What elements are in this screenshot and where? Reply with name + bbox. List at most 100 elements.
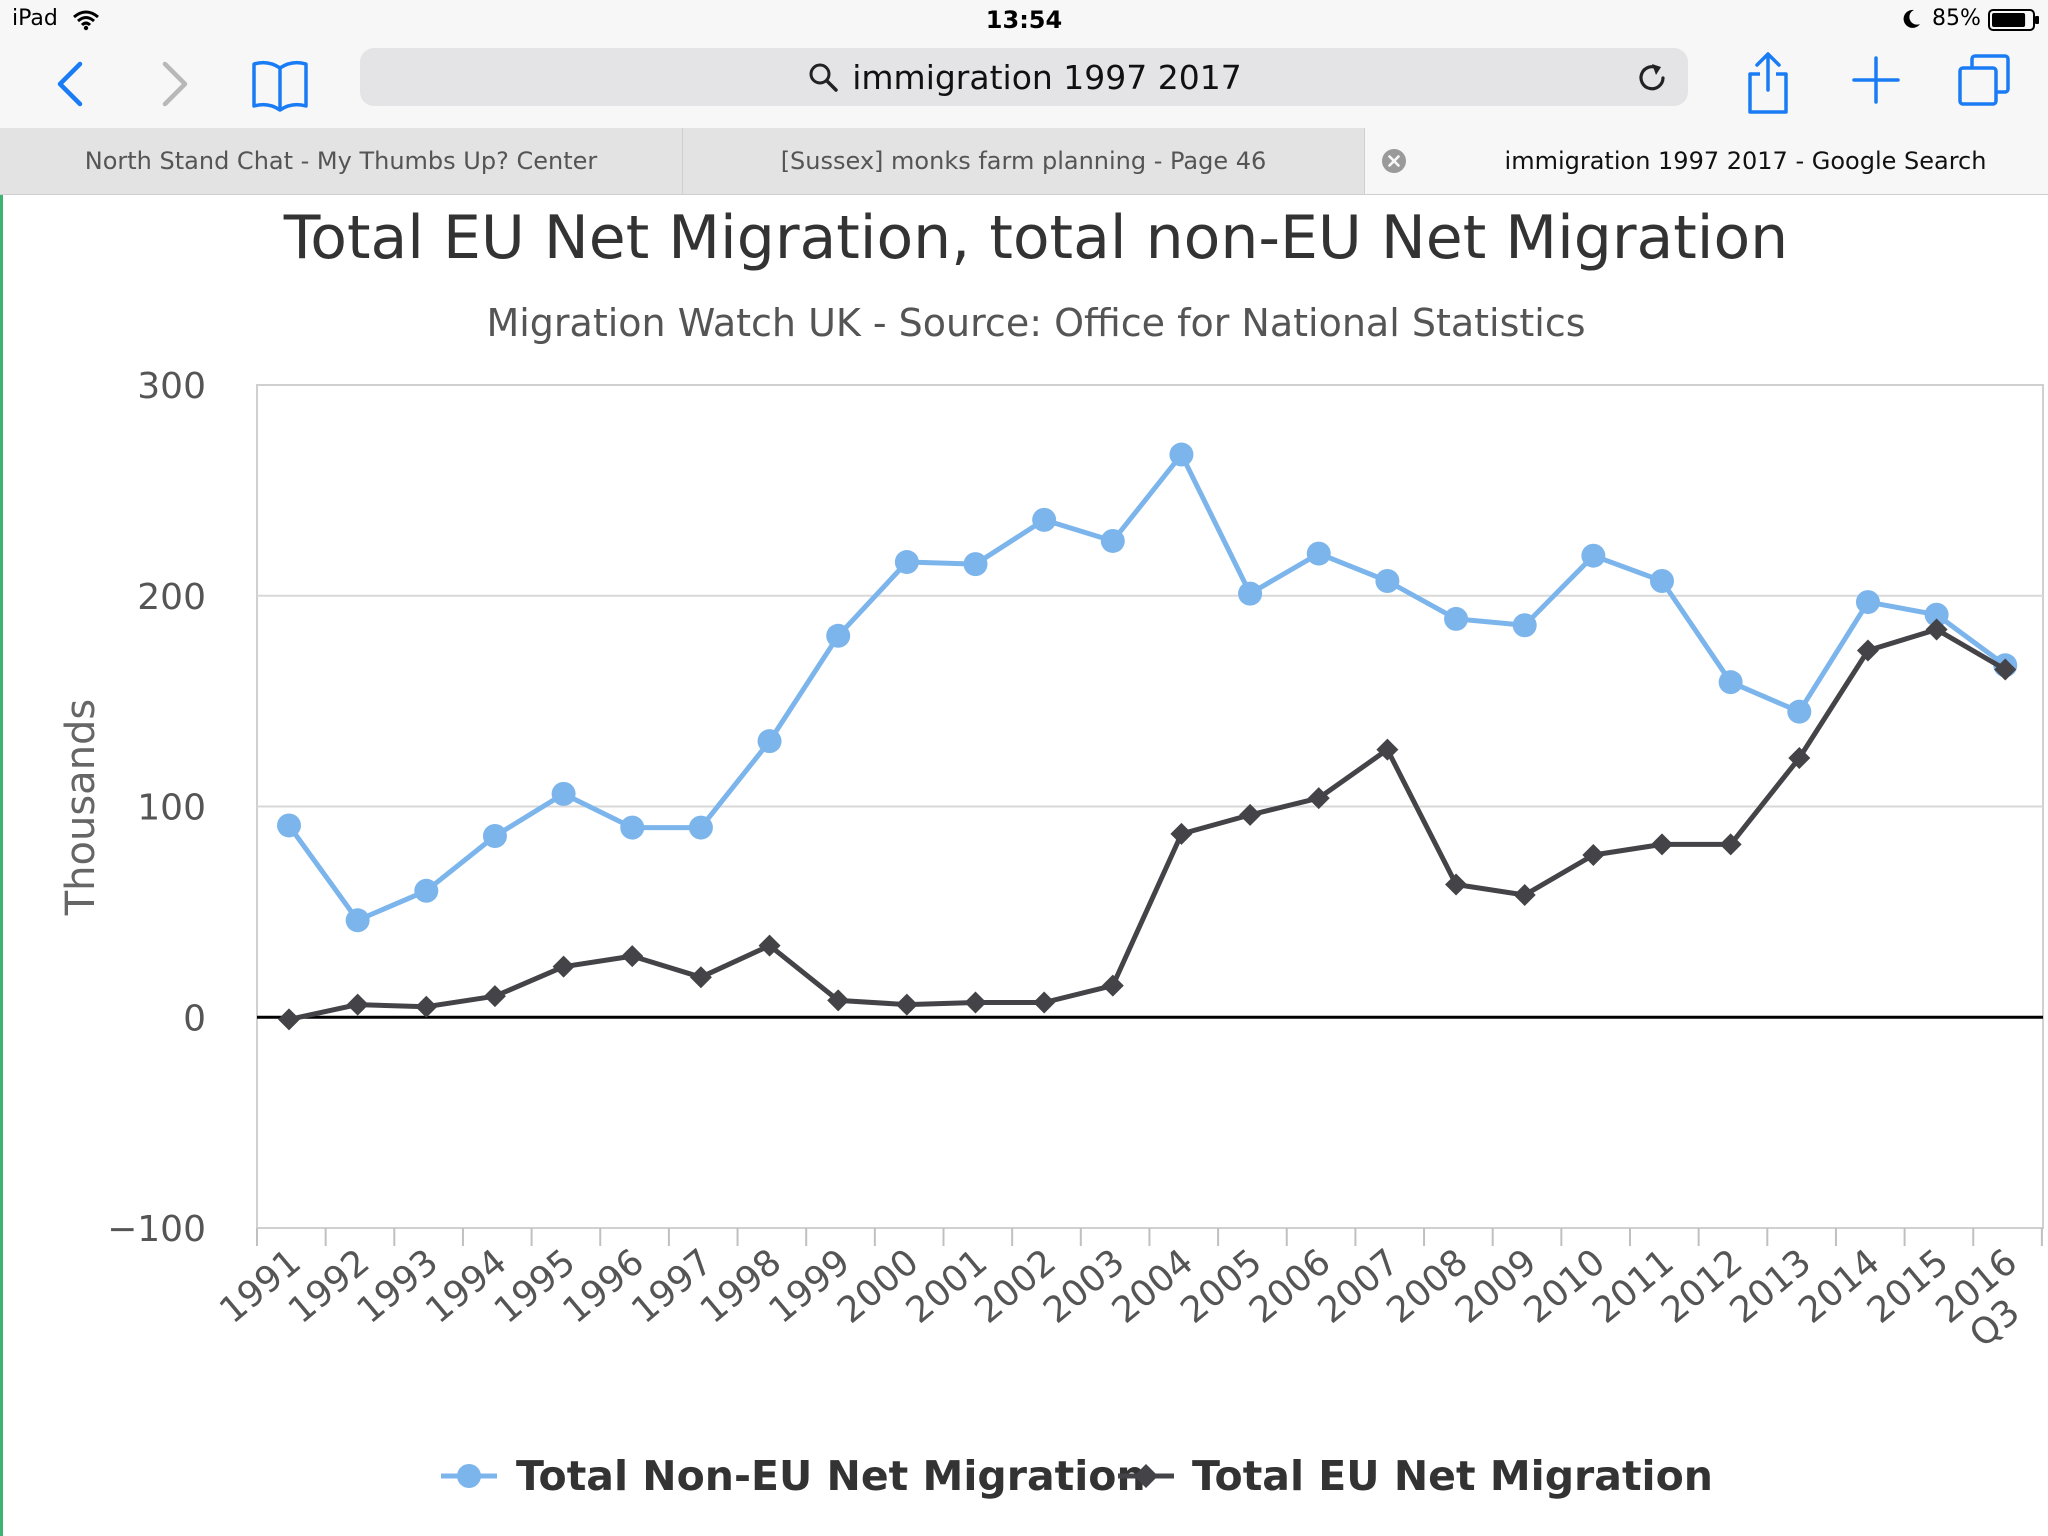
- address-text: immigration 1997 2017: [852, 57, 1242, 97]
- forward-icon[interactable]: [155, 58, 195, 110]
- legend-label-eu: Total EU Net Migration: [1192, 1452, 1713, 1500]
- x-tick-label: 2015: [1860, 1241, 1957, 1331]
- series-layer: [277, 442, 2018, 1031]
- x-tick-label: 1995: [487, 1241, 584, 1331]
- x-tick-label: 2009: [1448, 1241, 1545, 1331]
- y-axis-ticks: 300 200 100 0 −100: [107, 366, 206, 1250]
- data-point-non-eu: [1924, 602, 1949, 627]
- search-icon: [809, 63, 838, 92]
- x-tick-label: 2003: [1036, 1241, 1133, 1331]
- x-tick-label: 2013: [1723, 1241, 1820, 1331]
- reload-icon[interactable]: [1634, 60, 1670, 96]
- page-content: [0, 195, 2048, 1536]
- status-time: 13:54: [985, 6, 1063, 34]
- legend-label-non-eu: Total Non-EU Net Migration: [516, 1452, 1146, 1500]
- tabs-icon[interactable]: [1956, 52, 2012, 108]
- data-point-non-eu: [1444, 606, 1469, 631]
- data-point-non-eu: [482, 824, 507, 849]
- legend-item-eu[interactable]: Total EU Net Migration: [1118, 1452, 1713, 1500]
- data-point-non-eu: [1100, 528, 1125, 553]
- x-tick-label: 1998: [693, 1241, 790, 1331]
- x-tick-label: 2014: [1791, 1241, 1888, 1331]
- y-axis-title: Thousands: [58, 699, 104, 917]
- legend: Total Non-EU Net Migration Total EU Net …: [441, 1452, 1713, 1500]
- data-point-eu: [1925, 618, 1948, 641]
- data-point-eu: [1582, 843, 1605, 866]
- data-point-non-eu: [963, 552, 988, 577]
- x-axis-ticks: 1991199219931994199519961997199819992000…: [212, 1228, 2048, 1362]
- data-point-eu: [1719, 833, 1742, 856]
- tab-label: North Stand Chat - My Thumbs Up? Center: [84, 147, 598, 175]
- data-point-eu: [964, 991, 987, 1014]
- x-tick-label: 2001: [899, 1241, 996, 1331]
- data-point-eu: [1788, 747, 1811, 770]
- data-point-non-eu: [826, 623, 851, 648]
- tab-strip: North Stand Chat - My Thumbs Up? Center …: [0, 128, 2048, 195]
- data-point-eu: [278, 1008, 300, 1031]
- tab-google-search[interactable]: immigration 1997 2017 - Google Search: [1365, 128, 2048, 194]
- data-point-eu: [1445, 873, 1468, 896]
- tab-north-stand-chat[interactable]: North Stand Chat - My Thumbs Up? Center: [0, 128, 683, 194]
- data-point-eu: [621, 945, 644, 968]
- back-icon[interactable]: [50, 58, 90, 110]
- migration-line-chart: Total EU Net Migration, total non-EU Net…: [58, 203, 2048, 1500]
- data-point-eu: [415, 995, 438, 1018]
- x-tick-label: 2016Q3: [1928, 1241, 2048, 1362]
- battery-percent: 85%: [1932, 6, 1981, 31]
- tab-sussex-monks-farm[interactable]: [Sussex] monks farm planning - Page 46: [683, 128, 1365, 194]
- legend-item-non-eu[interactable]: Total Non-EU Net Migration: [441, 1452, 1146, 1500]
- data-point-non-eu: [414, 878, 439, 903]
- data-point-eu: [1033, 991, 1056, 1014]
- data-point-non-eu: [551, 781, 576, 806]
- x-tick-label: 2004: [1105, 1241, 1202, 1331]
- x-tick-label: 2005: [1173, 1241, 1270, 1331]
- data-point-non-eu: [1512, 613, 1537, 638]
- grid-lines: [257, 594, 2043, 1019]
- data-point-non-eu: [1855, 590, 1880, 615]
- x-tick-label: 2007: [1311, 1241, 1408, 1331]
- close-tab-icon[interactable]: [1381, 148, 1407, 174]
- legend-marker-eu: [1134, 1464, 1158, 1488]
- data-point-non-eu: [1032, 507, 1057, 532]
- x-tick-label: 1999: [761, 1241, 858, 1331]
- data-point-non-eu: [757, 729, 782, 754]
- data-point-eu: [1376, 738, 1399, 761]
- data-point-eu: [1513, 884, 1536, 907]
- series-line-eu: [288, 627, 2007, 1022]
- bookmarks-icon[interactable]: [250, 54, 310, 114]
- y-tick-label: 100: [137, 788, 206, 829]
- y-tick-label: −100: [107, 1209, 206, 1250]
- browser-toolbar: immigration 1997 2017: [0, 40, 2048, 128]
- legend-marker-non-eu: [457, 1464, 481, 1488]
- address-bar[interactable]: immigration 1997 2017: [360, 48, 1688, 106]
- tab-label: immigration 1997 2017 - Google Search: [1504, 147, 1987, 175]
- x-tick-label: 2000: [830, 1241, 927, 1331]
- x-tick-label: 2012: [1654, 1241, 1751, 1331]
- y-tick-label: 200: [137, 577, 206, 618]
- x-tick-label: 1992: [281, 1241, 378, 1331]
- data-point-eu: [1994, 658, 2017, 681]
- data-point-eu: [483, 985, 506, 1008]
- share-icon[interactable]: [1744, 50, 1792, 116]
- data-point-eu: [1651, 833, 1673, 856]
- data-point-eu: [346, 993, 369, 1016]
- data-point-non-eu: [1375, 568, 1400, 593]
- battery-icon: [1988, 9, 2039, 31]
- new-tab-icon[interactable]: [1850, 54, 1902, 106]
- x-tick-label: 1994: [418, 1241, 515, 1331]
- x-tick-label: 1997: [624, 1241, 721, 1331]
- data-point-eu: [552, 955, 575, 978]
- x-tick-label: 2008: [1379, 1241, 1476, 1331]
- x-tick-label: 1996: [555, 1241, 652, 1331]
- y-tick-label: 0: [183, 998, 206, 1039]
- data-point-non-eu: [894, 550, 919, 575]
- data-point-non-eu: [1238, 581, 1263, 606]
- y-tick-label: 300: [137, 366, 206, 407]
- x-tick-label: 2002: [967, 1241, 1064, 1331]
- x-tick-label: 2006: [1242, 1241, 1339, 1331]
- wifi-icon: [73, 10, 99, 31]
- moon-icon: [1903, 9, 1920, 28]
- x-tick-label: 2010: [1517, 1241, 1614, 1331]
- data-point-eu: [827, 989, 850, 1012]
- tab-label: [Sussex] monks farm planning - Page 46: [780, 147, 1267, 175]
